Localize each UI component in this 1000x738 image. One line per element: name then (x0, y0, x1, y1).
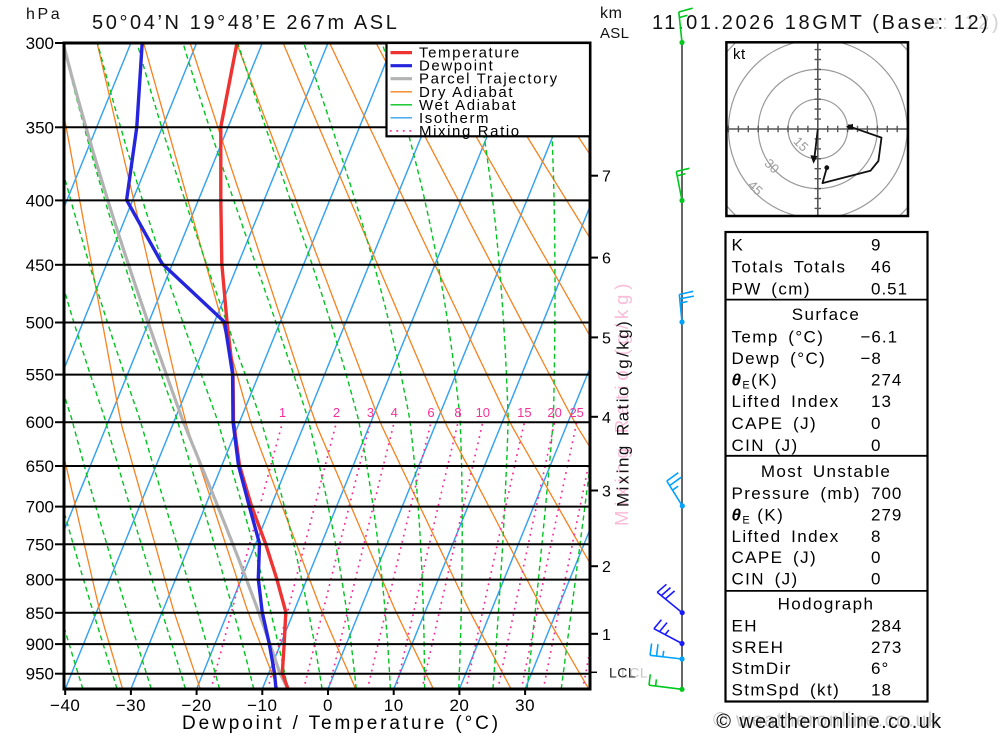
svg-text:CAPE (J): CAPE (J) (732, 548, 818, 567)
svg-text:Most Unstable: Most Unstable (761, 462, 891, 481)
svg-text:0: 0 (871, 548, 881, 567)
svg-text:CAPE (J): CAPE (J) (732, 414, 818, 433)
svg-text:EH: EH (732, 617, 758, 636)
svg-text:StmSpd (kt): StmSpd (kt) (732, 680, 841, 699)
svg-text:SREH: SREH (732, 638, 785, 657)
svg-text:50°04’N 19°48’E 267m ASL: 50°04’N 19°48’E 267m ASL (92, 12, 399, 34)
svg-text:LCL: LCL (609, 665, 636, 681)
svg-text:hPa: hPa (26, 6, 62, 23)
svg-text:4: 4 (602, 410, 611, 427)
svg-text:CIN (J): CIN (J) (732, 570, 799, 589)
svg-text:300: 300 (26, 34, 54, 53)
svg-text:750: 750 (26, 535, 54, 554)
svg-text:700: 700 (871, 484, 902, 503)
svg-text:km: km (600, 5, 623, 22)
svg-text:13: 13 (871, 392, 892, 411)
svg-text:25: 25 (569, 405, 583, 420)
svg-text:0: 0 (871, 414, 881, 433)
svg-text:4: 4 (391, 405, 398, 420)
svg-text:θE (K): θE (K) (732, 506, 785, 527)
svg-text:Lifted Index: Lifted Index (732, 392, 840, 411)
svg-text:Mixing Ratio (g/kg): Mixing Ratio (g/kg) (614, 319, 633, 507)
svg-text:1: 1 (602, 627, 611, 644)
svg-text:θE(K): θE(K) (732, 370, 779, 391)
svg-text:30: 30 (515, 696, 535, 715)
svg-text:2: 2 (602, 559, 611, 576)
svg-text:8: 8 (871, 527, 881, 546)
svg-text:K: K (732, 235, 745, 254)
svg-text:Temp (°C): Temp (°C) (732, 327, 825, 346)
svg-text:274: 274 (871, 370, 902, 389)
svg-text:Hodograph: Hodograph (778, 594, 875, 613)
svg-text:0: 0 (871, 436, 881, 455)
svg-text:Pressure (mb): Pressure (mb) (732, 484, 861, 503)
svg-text:−8: −8 (861, 349, 882, 368)
svg-text:0.51: 0.51 (871, 280, 908, 299)
svg-text:ASL: ASL (600, 25, 629, 42)
svg-text:273: 273 (871, 638, 902, 657)
svg-text:1: 1 (279, 405, 286, 420)
svg-text:StmDir: StmDir (732, 659, 792, 678)
svg-text:Dewpoint / Temperature (°C): Dewpoint / Temperature (°C) (182, 713, 501, 733)
svg-text:Mixing Ratio: Mixing Ratio (419, 123, 521, 140)
svg-text:Totals Totals: Totals Totals (732, 257, 847, 276)
svg-text:Lifted Index: Lifted Index (732, 527, 840, 546)
svg-text:−30: −30 (116, 696, 146, 715)
svg-text:© weatheronline.co.uk: © weatheronline.co.uk (716, 711, 942, 733)
svg-text:3: 3 (602, 484, 611, 501)
svg-text:550: 550 (26, 366, 54, 385)
svg-text:kt: kt (733, 46, 746, 63)
svg-text:20: 20 (547, 405, 561, 420)
svg-text:6°: 6° (871, 659, 889, 678)
svg-text:7: 7 (602, 169, 611, 186)
svg-text:15: 15 (517, 405, 531, 420)
svg-text:279: 279 (871, 506, 902, 525)
svg-text:284: 284 (871, 617, 902, 636)
svg-text:650: 650 (26, 457, 54, 476)
svg-text:900: 900 (26, 635, 54, 654)
svg-text:−40: −40 (50, 696, 80, 715)
svg-text:−6.1: −6.1 (861, 327, 899, 346)
svg-text:350: 350 (26, 118, 54, 137)
svg-text:CIN (J): CIN (J) (732, 436, 799, 455)
svg-text:2: 2 (333, 405, 340, 420)
svg-text:46: 46 (871, 257, 892, 276)
svg-text:400: 400 (26, 191, 54, 210)
svg-text:600: 600 (26, 413, 54, 432)
svg-text:0: 0 (871, 570, 881, 589)
svg-text:18: 18 (871, 680, 892, 699)
svg-text:PW (cm): PW (cm) (732, 280, 811, 299)
svg-text:800: 800 (26, 571, 54, 590)
svg-text:Surface: Surface (792, 305, 860, 324)
svg-text:Dewp (°C): Dewp (°C) (732, 349, 827, 368)
svg-text:10: 10 (476, 405, 490, 420)
svg-text:9: 9 (871, 235, 881, 254)
svg-text:5: 5 (602, 330, 611, 347)
svg-text:450: 450 (26, 256, 54, 275)
svg-text:11.01.2026 18GMT (Base: 12): 11.01.2026 18GMT (Base: 12) (652, 12, 991, 34)
svg-text:700: 700 (26, 498, 54, 517)
svg-text:8: 8 (454, 405, 461, 420)
svg-text:850: 850 (26, 604, 54, 623)
svg-text:3: 3 (367, 405, 374, 420)
svg-text:6: 6 (602, 251, 611, 268)
svg-text:950: 950 (26, 665, 54, 684)
svg-text:6: 6 (427, 405, 434, 420)
svg-text:500: 500 (26, 314, 54, 333)
